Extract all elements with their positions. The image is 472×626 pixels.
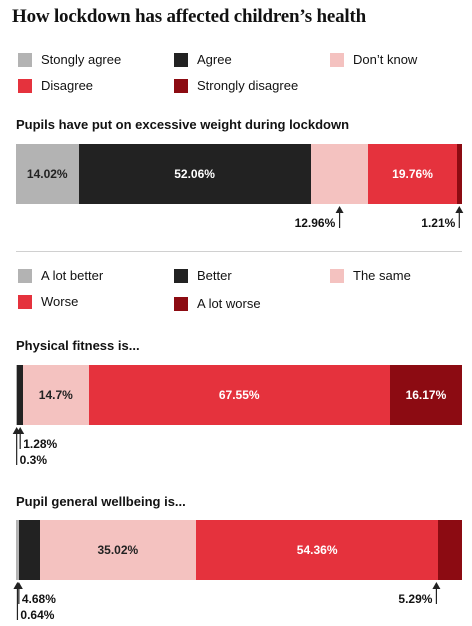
callout-label: 5.29%	[398, 592, 433, 606]
callout-label: 1.28%	[23, 437, 58, 451]
data-label: 35.02%	[97, 543, 139, 557]
data-label: 14.7%	[38, 388, 73, 402]
legend-swatch	[174, 78, 188, 93]
legend-item-strongly-agree: Stongly agree	[18, 52, 121, 67]
legend-item-better: Better	[174, 268, 232, 283]
callout-arrow-head	[13, 582, 22, 589]
callout-label: 0.64%	[20, 608, 55, 622]
legend-label: Strongly disagree	[197, 78, 299, 93]
legend-label: Don’t know	[353, 52, 418, 67]
bar-segment-better	[18, 520, 40, 580]
callout-label: 1.21%	[421, 216, 456, 230]
bar-segment-a-lot-worse	[438, 520, 462, 580]
legend-item-agree: Agree	[174, 52, 232, 67]
bar-segment-a-lot-worse: 16.17%	[389, 365, 462, 425]
legend-item-the-same: The same	[330, 268, 411, 283]
data-label: 54.36%	[296, 543, 338, 557]
legend-swatch	[174, 296, 188, 311]
legend-label: Better	[197, 268, 232, 283]
chart-title-wellbeing: Pupil general wellbeing is...	[16, 494, 186, 509]
legend-swatch	[18, 268, 32, 283]
legend-label: A lot better	[41, 268, 104, 283]
callout-arrow-head	[14, 582, 23, 589]
legend-label: Disagree	[41, 78, 94, 93]
chart-title-weight: Pupils have put on excessive weight duri…	[16, 117, 350, 132]
page-title: How lockdown has affected children’s hea…	[12, 6, 366, 27]
bar-segment-the-same: 14.7%	[23, 365, 89, 425]
legend-swatch	[18, 52, 32, 67]
bar-segment-stongly-agree: 14.02%	[16, 144, 79, 204]
callout-arrow-head	[455, 206, 464, 213]
callout-arrow-head	[12, 427, 21, 434]
bar-segment-agree: 52.06%	[78, 144, 311, 204]
bar-segment-the-same: 35.02%	[39, 520, 196, 580]
data-label: 67.55%	[218, 388, 260, 402]
stacked-bar-weight: 14.02% 52.06% 19.76%	[16, 144, 462, 204]
bar-segment-better	[17, 365, 24, 425]
legend-item-dont-know: Don’t know	[330, 52, 417, 67]
legend-item-a-lot-better: A lot better	[18, 268, 103, 283]
data-label: 19.76%	[392, 167, 433, 181]
legend-label: A lot worse	[197, 296, 261, 311]
bar-segment-strongly-disagree	[456, 144, 462, 204]
bar-segment-disagree: 19.76%	[368, 144, 457, 204]
callout-arrow-head	[335, 206, 344, 213]
stacked-bar-fitness: 14.7% 67.55% 16.17%	[16, 365, 462, 425]
chart-title-fitness: Physical fitness is...	[16, 338, 140, 353]
legend-swatch	[174, 268, 188, 283]
bar-segment-a-lot-better	[16, 520, 19, 580]
callout-label: 4.68%	[21, 592, 56, 606]
callout-label: 12.96%	[294, 216, 336, 230]
legend-swatch	[18, 294, 32, 309]
legend-item-strongly-disagree: Strongly disagree	[174, 78, 298, 93]
divider	[16, 251, 462, 252]
legend-item-disagree: Disagree	[18, 78, 93, 93]
data-label: 16.17%	[405, 388, 447, 402]
callout-arrow-head	[432, 582, 441, 589]
legend-swatch	[18, 78, 32, 93]
callout-arrow-head	[16, 427, 25, 434]
bar-segment-worse: 54.36%	[195, 520, 439, 580]
legend-label: Stongly agree	[41, 52, 122, 67]
legend-item-a-lot-worse: A lot worse	[174, 296, 261, 311]
legend-swatch	[330, 268, 344, 283]
data-label: 52.06%	[174, 167, 215, 181]
bar-segment-a-lot-better	[16, 365, 18, 425]
legend-label: The same	[353, 268, 411, 283]
legend-swatch	[174, 52, 188, 67]
callout-label: 0.3%	[19, 453, 48, 467]
legend-swatch	[330, 52, 344, 67]
bar-segment-worse: 67.55%	[88, 365, 390, 425]
legend-change: A lot better Better The same Worse A lot…	[18, 266, 468, 326]
legend-item-worse: Worse	[18, 294, 78, 309]
legend-label: Agree	[197, 52, 232, 67]
bar-segment-don-t-know	[310, 144, 369, 204]
data-label: 14.02%	[26, 167, 68, 181]
legend-label: Worse	[41, 294, 79, 309]
legend-agreement: Stongly agree Agree Don’t know Disagree …	[18, 50, 468, 110]
stacked-bar-wellbeing: 35.02% 54.36%	[16, 520, 462, 580]
